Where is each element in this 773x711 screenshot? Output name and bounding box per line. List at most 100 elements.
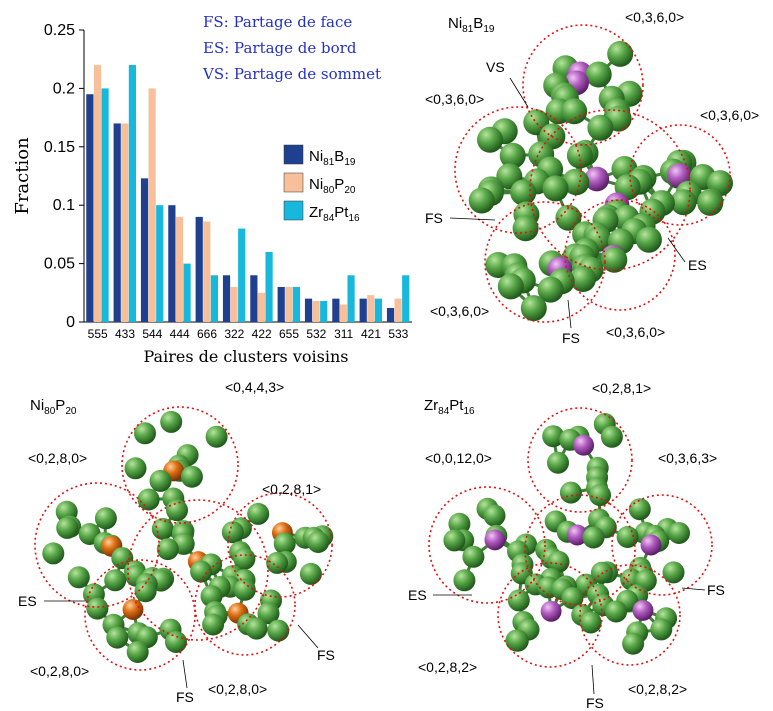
cluster-label: <0,2,8,1> xyxy=(262,481,321,497)
bar-zr84pt16-422 xyxy=(265,251,273,322)
bar-ni80p20-544 xyxy=(148,88,156,323)
cluster-panel-ni81b19: Ni81B19 <0,3,6,0> VS <0,3,6,0> <0,3,6,0>… xyxy=(425,9,759,346)
atom-platinum-purple xyxy=(484,529,506,551)
callout-lines-zr84pt16 xyxy=(433,587,706,695)
bar-ni80p20-532 xyxy=(312,300,320,322)
bar-ni80p20-533 xyxy=(394,298,402,322)
bar-zr84pt16-655 xyxy=(292,286,300,322)
cluster-label: <0,2,8,0> xyxy=(28,450,87,466)
bar-ni80p20-555 xyxy=(93,65,102,322)
bar-zr84pt16-666 xyxy=(210,275,218,322)
bar-ni80p20-666 xyxy=(203,221,211,322)
cluster-label: <0,4,4,3> xyxy=(225,379,284,395)
bar-ni81b19-533 xyxy=(386,307,395,322)
legend-label-ni81b19: Ni81B19 xyxy=(309,148,356,168)
sharing-label-es: ES xyxy=(408,587,427,603)
atom-green xyxy=(86,597,109,620)
atom-green xyxy=(559,481,582,504)
y-tick-label: 0.1 xyxy=(53,197,75,214)
x-tick-label: 422 xyxy=(252,327,272,341)
atom-green xyxy=(126,641,149,663)
atom-green xyxy=(273,532,296,555)
x-tick-label: 555 xyxy=(88,327,108,341)
y-tick-label: 0.05 xyxy=(44,256,75,273)
bar-ni81b19-311 xyxy=(332,298,340,322)
cluster-outline xyxy=(34,482,160,608)
sharing-label-fs: FS xyxy=(707,582,725,598)
atom-green xyxy=(547,550,570,573)
atom-green xyxy=(233,547,256,570)
cluster-outline xyxy=(611,494,713,596)
atom-green xyxy=(579,611,602,634)
y-tick-label: 0.25 xyxy=(44,22,75,39)
bar-zr84pt16-533 xyxy=(402,275,410,322)
sharing-label-fs: FS xyxy=(586,695,604,711)
atom-green xyxy=(510,179,537,206)
bar-ni80p20-322 xyxy=(230,286,238,322)
bar-ni80p20-421 xyxy=(367,295,375,322)
cluster-label: <0,0,12,0> xyxy=(425,450,492,466)
x-tick-label: 666 xyxy=(197,327,217,341)
bar-zr84pt16-544 xyxy=(156,205,164,322)
cluster-label: <0,2,8,0> xyxy=(208,681,267,697)
cluster-outline xyxy=(579,564,681,666)
cluster-outline xyxy=(497,562,603,668)
atom-green xyxy=(507,589,530,612)
atom-green xyxy=(151,517,174,540)
bar-ni81b19-666 xyxy=(195,216,203,322)
bar-ni81b19-655 xyxy=(277,286,285,322)
atom-platinum-purple xyxy=(573,434,595,456)
atom-platinum-purple xyxy=(632,599,654,621)
panel-title-ni81b19: Ni81B19 xyxy=(448,15,495,35)
cluster-label: <0,2,8,1> xyxy=(592,380,651,396)
cluster-outline xyxy=(454,106,582,234)
y-tick-label: 0 xyxy=(66,314,75,331)
atom-phosphorus-orange xyxy=(122,599,144,620)
bar-ni81b19-532 xyxy=(304,298,313,322)
sharing-label-fs: FS xyxy=(176,689,194,705)
x-tick-label: 655 xyxy=(279,327,299,341)
atom-green xyxy=(453,569,476,592)
atom-green xyxy=(205,425,228,448)
atom-green xyxy=(247,502,270,525)
bar-ni81b19-422 xyxy=(250,275,258,322)
bar-ni80p20-655 xyxy=(285,286,293,322)
atom-green xyxy=(520,295,547,322)
atom-green xyxy=(512,215,539,242)
cluster-outline xyxy=(428,486,546,604)
atom-green xyxy=(587,114,614,141)
bar-zr84pt16-555 xyxy=(101,88,109,323)
cluster-label: <0,3,6,0> xyxy=(625,9,684,25)
sharing-label-fs: FS xyxy=(317,647,335,663)
x-tick-label: 544 xyxy=(142,327,162,341)
atom-green xyxy=(124,457,147,480)
sharing-type-annotations: FS: Partage de face ES: Partage de bord … xyxy=(202,13,381,83)
atom-green xyxy=(104,569,127,592)
atom-green xyxy=(616,526,639,548)
atom-green xyxy=(506,629,529,652)
annotation-fs: FS: Partage de face xyxy=(203,13,352,31)
atom-green xyxy=(42,542,65,565)
cluster-outline xyxy=(194,554,296,656)
cluster-outline xyxy=(484,201,606,323)
bar-ni81b19-421 xyxy=(359,298,367,322)
atom-green xyxy=(563,169,590,196)
sharing-label-vs: VS xyxy=(486,59,505,75)
bar-zr84pt16-433 xyxy=(128,65,136,322)
atom-green xyxy=(497,273,524,300)
x-tick-label: 311 xyxy=(334,327,353,341)
atom-green xyxy=(202,613,225,636)
bar-zr84pt16-322 xyxy=(238,228,246,322)
atom-set-ni80p20 xyxy=(42,410,334,663)
bar-ni81b19-555 xyxy=(86,94,94,323)
atom-green xyxy=(307,531,330,553)
atom-green xyxy=(668,522,690,544)
atom-green xyxy=(662,561,685,584)
atom-green xyxy=(156,538,179,561)
atom-green xyxy=(601,246,628,273)
atom-green xyxy=(56,516,79,539)
panel-title-ni80p20: Ni80P20 xyxy=(30,397,77,417)
bar-ni81b19-433 xyxy=(113,123,121,322)
cluster-label: <0,2,8,2> xyxy=(418,659,477,675)
atom-green xyxy=(697,189,724,216)
